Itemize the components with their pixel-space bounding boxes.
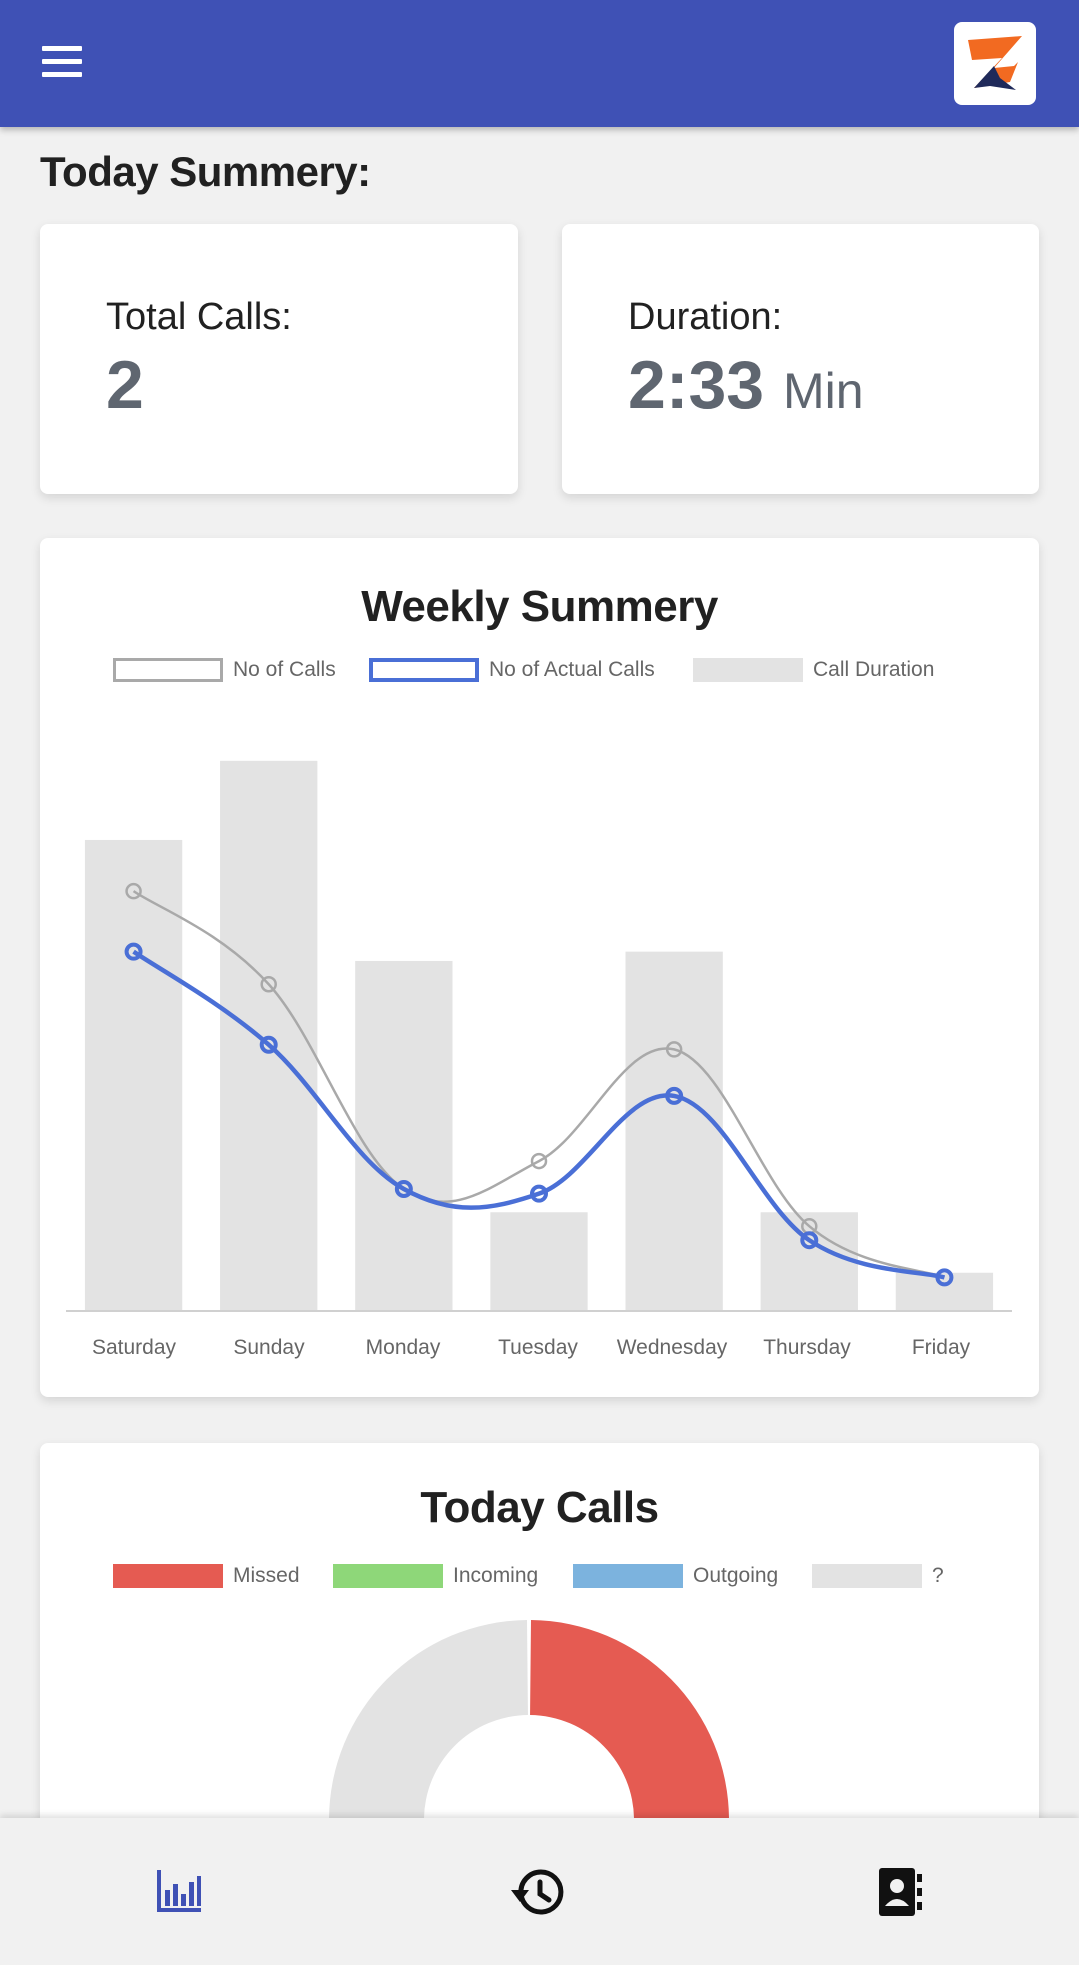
weekly-chart	[66, 760, 1012, 1312]
legend-label-unknown: ?	[932, 1564, 944, 1587]
legend-swatch-incoming	[333, 1564, 443, 1588]
legend-swatch-duration	[693, 658, 803, 682]
today-calls-donut	[329, 1620, 729, 1818]
today-summary-title: Today Summery:	[40, 148, 371, 195]
duration-bar	[220, 760, 318, 1310]
actual-calls-point	[124, 942, 143, 961]
duration-unit: Min	[783, 363, 864, 419]
actual-calls-point	[259, 1035, 278, 1054]
legend-label-missed: Missed	[233, 1564, 300, 1587]
legend-swatch-missed	[113, 1564, 223, 1588]
chart-bar-icon[interactable]	[147, 1860, 211, 1924]
actual-calls-point	[935, 1268, 954, 1287]
calls-point	[530, 1152, 548, 1170]
app-logo[interactable]	[954, 22, 1036, 105]
calls-point	[260, 975, 277, 993]
legend-no-of-calls[interactable]: No of Calls	[113, 658, 336, 682]
unknown-slice[interactable]	[329, 1620, 528, 1818]
duration-bar	[625, 951, 723, 1310]
duration-value: 2:33	[628, 347, 765, 423]
legend-call-duration[interactable]: Call Duration	[693, 658, 934, 682]
x-tick-label: Saturday	[91, 1336, 177, 1359]
duration-bar	[84, 839, 183, 1310]
actual-calls-line	[132, 949, 946, 1280]
duration-label: Duration:	[628, 296, 783, 338]
x-tick-label: Monday	[365, 1336, 441, 1359]
x-tick-label: Friday	[911, 1336, 971, 1359]
legend-swatch-actual-calls	[369, 658, 479, 682]
today-calls-title: Today Calls	[420, 1483, 659, 1532]
duration-bar	[355, 960, 453, 1310]
x-tick-label: Wednesday	[616, 1336, 728, 1359]
hamburger-menu-icon[interactable]	[36, 40, 90, 86]
x-tick-label: Sunday	[233, 1336, 305, 1359]
contacts-icon[interactable]	[867, 1860, 931, 1924]
total-calls-label: Total Calls:	[106, 296, 292, 338]
legend-unknown[interactable]: ?	[812, 1564, 944, 1588]
actual-calls-point	[665, 1086, 684, 1105]
actual-calls-point	[530, 1184, 548, 1203]
calls-line	[132, 890, 945, 1279]
total-calls-card: Total Calls: 2	[40, 224, 518, 494]
legend-label-actual-calls: No of Actual Calls	[489, 658, 655, 681]
bottom-navigation	[0, 1818, 1079, 1965]
x-tick-label: Tuesday	[498, 1336, 578, 1359]
actual-calls-point	[394, 1180, 413, 1198]
legend-label-calls: No of Calls	[233, 658, 336, 681]
weekly-chart-title: Weekly Summery	[361, 582, 718, 631]
legend-label-duration: Call Duration	[813, 658, 935, 681]
history-icon[interactable]	[507, 1860, 571, 1924]
legend-swatch-unknown	[812, 1564, 922, 1588]
calls-point	[665, 1041, 683, 1058]
duration-bar	[760, 1212, 858, 1310]
legend-swatch-outgoing	[573, 1564, 683, 1588]
duration-bar	[895, 1272, 994, 1310]
duration-card: Duration: 2:33 Min	[562, 224, 1039, 494]
legend-missed[interactable]: Missed	[113, 1564, 300, 1588]
total-calls-value: 2	[106, 347, 144, 423]
calls-point	[125, 882, 142, 900]
actual-calls-point	[800, 1231, 819, 1250]
duration-value-row: 2:33 Min	[628, 346, 864, 424]
legend-swatch-calls	[113, 658, 223, 682]
legend-label-incoming: Incoming	[453, 1564, 539, 1587]
legend-label-outgoing: Outgoing	[693, 1564, 779, 1587]
missed-slice[interactable]	[530, 1620, 729, 1818]
legend-outgoing[interactable]: Outgoing	[573, 1564, 778, 1588]
x-tick-label: Thursday	[763, 1336, 851, 1359]
app-bar	[0, 0, 1079, 127]
legend-no-of-actual-calls[interactable]: No of Actual Calls	[369, 658, 655, 682]
legend-incoming[interactable]: Incoming	[333, 1564, 538, 1588]
duration-bar	[490, 1212, 588, 1310]
